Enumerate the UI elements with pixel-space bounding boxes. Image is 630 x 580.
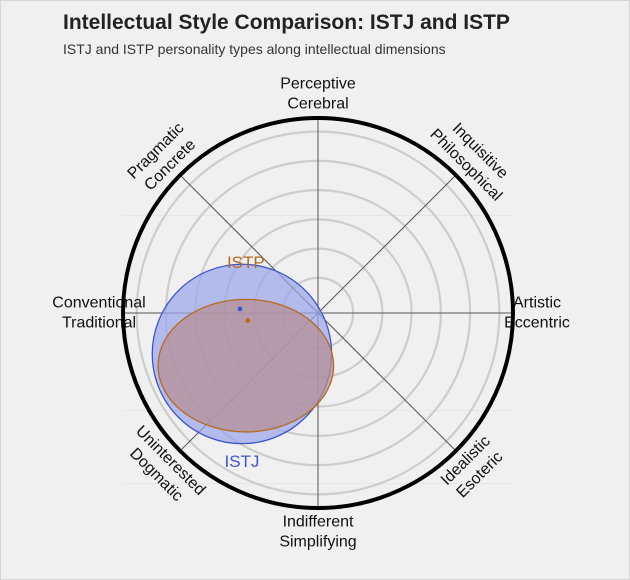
outer-border-ring: [121, 116, 515, 510]
axis-label: Perceptive: [280, 76, 356, 93]
chart-subtitle: ISTJ and ISTP personality types along in…: [63, 41, 446, 57]
axis-spoke: [317, 312, 457, 452]
axis-label-group: Perceptive Cerebral: [280, 76, 356, 113]
axis-label: Eccentric: [504, 315, 570, 332]
axis-label: Cerebral: [287, 96, 348, 113]
series-istp-center-point: [245, 318, 251, 324]
series-istp-label: ISTP: [227, 253, 265, 272]
axis-label: Conventional: [52, 295, 145, 312]
series-layer: ISTJ ISTP: [151, 253, 335, 471]
axis-spoke: [317, 174, 457, 314]
series-istp-area: [157, 298, 335, 433]
series-istj-center-point: [237, 306, 243, 312]
axis-label: Indifferent: [283, 514, 354, 531]
series-istj-label: ISTJ: [224, 452, 259, 471]
axis-label: Simplifying: [279, 534, 356, 551]
axis-label-group: Artistic Eccentric: [504, 295, 570, 332]
axis-label: Artistic: [513, 295, 561, 312]
axis-label-group: Indifferent Simplifying: [279, 514, 356, 551]
chart-title: Intellectual Style Comparison: ISTJ and …: [63, 11, 510, 34]
axis-label: Traditional: [62, 315, 136, 332]
